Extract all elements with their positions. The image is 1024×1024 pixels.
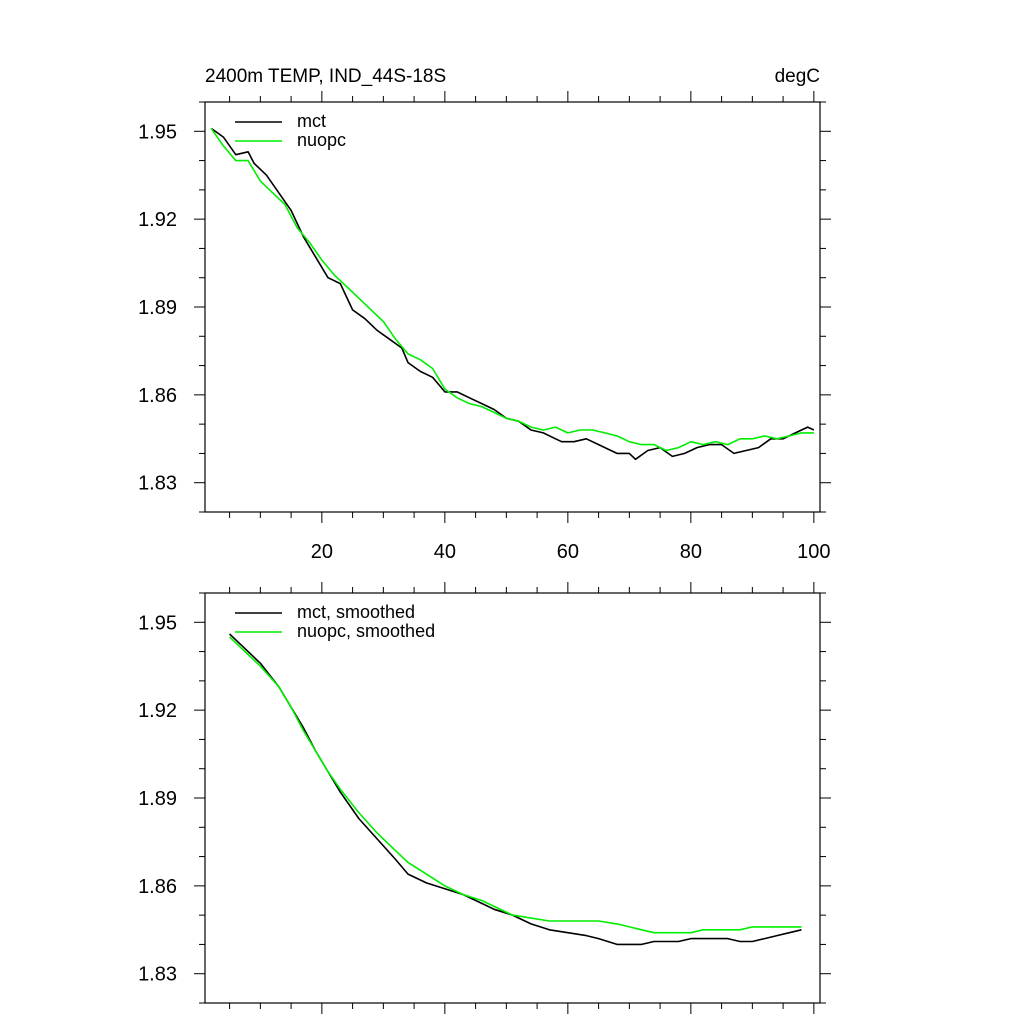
y-tick-label: 1.89 [138,297,177,319]
units-label: degC [775,66,820,87]
y-tick-label: 1.83 [138,473,177,495]
series-line-nuopc-smoothed [230,637,802,933]
x-tick-label: 40 [434,541,456,563]
series-line-nuopc [211,128,814,450]
y-tick-label: 1.86 [138,876,177,898]
top-axis-ticks: 1.83 1.86 1.89 1.92 1.95 20 40 60 80 100 [138,91,831,563]
chart-title: 2400m TEMP, IND_44S-18S [205,66,446,87]
series-line-mct-smoothed [230,634,802,944]
top-panel: 2400m TEMP, IND_44S-18S degC 1.831.861.8… [138,66,831,563]
top-plot-frame [205,102,820,512]
y-tick-label: 1.95 [138,121,177,143]
legend-label: nuopc, smoothed [297,621,435,641]
top-series-lines [211,128,814,459]
legend-label: nuopc [297,130,346,150]
x-tick-label: 80 [680,541,702,563]
bottom-series-lines [230,634,802,944]
x-tick-label: 60 [557,541,579,563]
x-tick-label: 100 [797,541,830,563]
y-tick-label: 1.95 [138,612,177,634]
y-tick-label: 1.92 [138,700,177,722]
bottom-panel: 1.83 1.86 1.89 1.92 1.95 mct, smoothednuopc,… [138,582,831,1014]
bottom-plot-frame [205,593,820,1003]
y-tick-label: 1.83 [138,964,177,986]
y-tick-label: 1.92 [138,209,177,231]
y-tick-label: 1.86 [138,385,177,407]
chart-canvas: 2400m TEMP, IND_44S-18S degC 1.831.861.8… [0,0,1024,1024]
series-line-mct [211,128,814,459]
x-tick-label: 20 [311,541,333,563]
y-tick-label: 1.89 [138,788,177,810]
legend-label: mct [297,111,326,131]
legend-label: mct, smoothed [297,602,415,622]
